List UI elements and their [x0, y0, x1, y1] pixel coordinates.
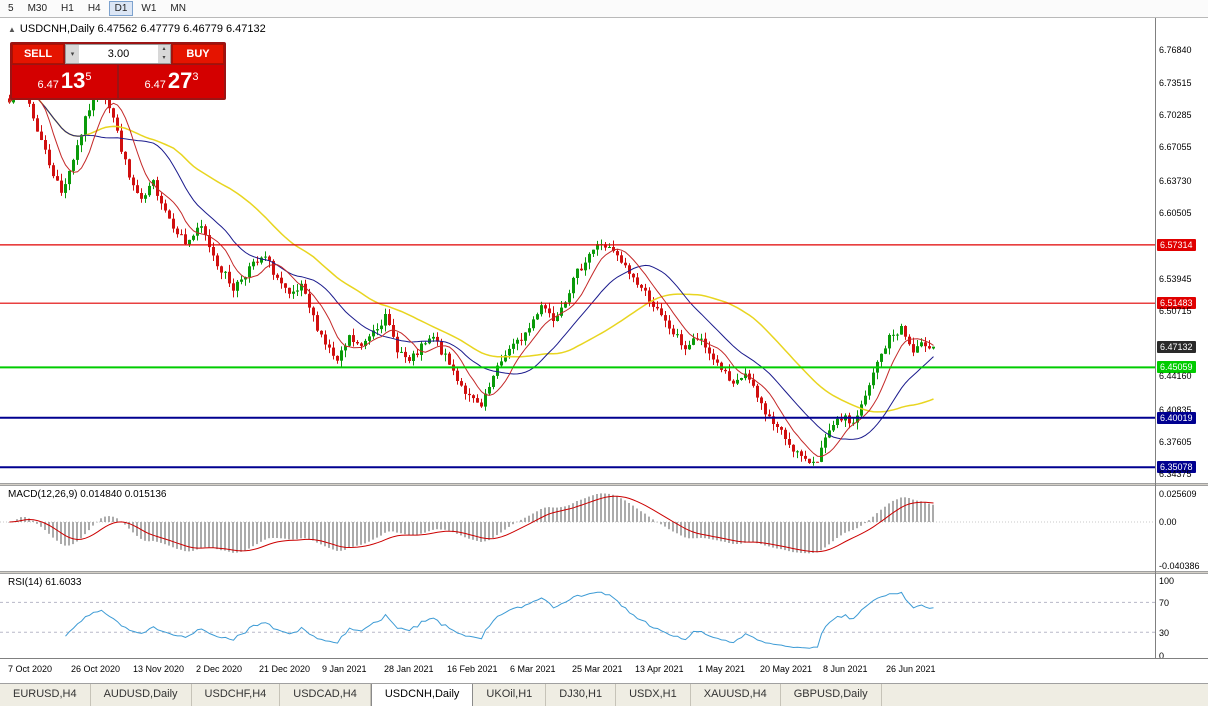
price-axis-label: 6.63730: [1159, 176, 1192, 186]
date-axis-label: 26 Jun 2021: [886, 664, 936, 674]
date-axis-label: 16 Feb 2021: [447, 664, 498, 674]
macd-chart: [0, 493, 1155, 554]
chart-tab-gbpusd[interactable]: GBPUSD,Daily: [781, 684, 882, 706]
chart-tab-bar: EURUSD,H4 AUDUSD,Daily USDCHF,H4 USDCAD,H4 U…: [0, 683, 1208, 706]
price-axis-label: 6.73515: [1159, 78, 1192, 88]
timeframe-toolbar: 5 M30 H1 H4 D1 W1 MN: [0, 0, 1208, 18]
price-axis-label: 6.44160: [1159, 371, 1192, 381]
price-level-badge: 6.51483: [1157, 297, 1196, 309]
price-axis: 6.76840 6.73515 6.70285 6.67055 6.63730 6.605…: [1156, 18, 1208, 483]
macd-label: MACD(12,26,9) 0.014840 0.015136: [8, 489, 167, 500]
sell-price-pips: 13: [60, 68, 86, 93]
date-axis-label: 26 Oct 2020: [71, 664, 121, 674]
timeframe-button-h4[interactable]: H4: [82, 1, 107, 16]
panel-splitter[interactable]: [0, 571, 1208, 574]
price-axis-label: 6.34375: [1159, 469, 1192, 479]
chart-tab-usdchf[interactable]: USDCHF,H4: [192, 684, 281, 706]
price-axis-label: 6.40835: [1159, 405, 1192, 415]
price-axis-label: 6.67055: [1159, 142, 1192, 152]
main-chart-panel[interactable]: ▲ USDCNH,Daily 6.47562 6.47779 6.46779 6.…: [0, 18, 1155, 483]
rsi-axis-label: 100: [1159, 576, 1175, 586]
price-level-badge: 6.40019: [1157, 412, 1196, 424]
date-axis-label: 7 Oct 2020: [8, 664, 53, 674]
symbol-ohlc-text: USDCNH,Daily 6.47562 6.47779 6.46779 6.4…: [19, 23, 266, 35]
volume-input[interactable]: [79, 45, 158, 63]
buy-price-display[interactable]: 6.47 27 3: [119, 65, 224, 98]
rsi-axis: 100 70 30 0: [1156, 574, 1208, 658]
rsi-label: RSI(14) 61.6033: [8, 577, 82, 588]
timeframe-button-5[interactable]: 5: [2, 1, 20, 16]
timeframe-button-d1[interactable]: D1: [108, 1, 134, 16]
rsi-indicator-panel[interactable]: RSI(14) 61.6033: [0, 574, 1155, 658]
current-price-badge: 6.47132: [1157, 341, 1196, 353]
buy-price-base: 6.47: [144, 79, 166, 91]
chart-tab-xauusd[interactable]: XAUUSD,H4: [691, 684, 781, 706]
price-level-badge: 6.57314: [1157, 239, 1196, 251]
macd-indicator-panel[interactable]: MACD(12,26,9) 0.014840 0.015136: [0, 486, 1155, 571]
macd-axis-label: -0.040386: [1159, 561, 1200, 571]
sell-price-pipette: 5: [85, 71, 92, 83]
date-axis-label: 28 Jan 2021: [384, 664, 434, 674]
price-axis-label: 6.50715: [1159, 306, 1192, 316]
date-axis-label: 9 Jan 2021: [322, 664, 367, 674]
date-axis-label: 1 May 2021: [698, 664, 746, 674]
date-axis-label: 6 Mar 2021: [510, 664, 556, 674]
price-axis-label: 6.53945: [1159, 274, 1192, 284]
price-axis-label: 6.70285: [1159, 110, 1192, 120]
timeframe-button-h1[interactable]: H1: [55, 1, 80, 16]
price-axis-border: [1155, 18, 1156, 658]
chart-tab-usdcad[interactable]: USDCAD,H4: [280, 684, 371, 706]
timeframe-button-m30[interactable]: M30: [22, 1, 53, 16]
candlestick-chart[interactable]: [0, 18, 1155, 483]
timeframe-button-w1[interactable]: W1: [135, 1, 162, 16]
date-axis-label: 25 Mar 2021: [572, 664, 623, 674]
date-axis: 7 Oct 2020 26 Oct 2020 13 Nov 2020 2 Dec 20…: [0, 658, 1208, 683]
chart-tab-dj30[interactable]: DJ30,H1: [546, 684, 617, 706]
timeframe-button-mn[interactable]: MN: [164, 1, 192, 16]
price-level-badge: 6.35078: [1157, 461, 1196, 473]
price-axis-label: 6.60505: [1159, 208, 1192, 218]
date-axis-label: 8 Jun 2021: [823, 664, 868, 674]
date-axis-label: 13 Apr 2021: [635, 664, 684, 674]
spin-up-icon[interactable]: ▴: [162, 46, 166, 52]
macd-axis-label: 0.025609: [1159, 489, 1197, 499]
volume-control: ▾ ▴▾: [65, 44, 171, 64]
chart-tab-ukoil[interactable]: UKOil,H1: [473, 684, 547, 706]
chart-tab-eurusd[interactable]: EURUSD,H4: [0, 684, 91, 706]
price-axis-label: 6.76840: [1159, 45, 1192, 55]
spin-down-icon[interactable]: ▾: [162, 55, 166, 61]
buy-price-pips: 27: [167, 68, 193, 93]
chart-tab-audusd[interactable]: AUDUSD,Daily: [91, 684, 192, 706]
rsi-axis-label: 30: [1159, 628, 1170, 638]
buy-button[interactable]: BUY: [172, 44, 224, 64]
date-axis-label: 20 May 2021: [760, 664, 813, 674]
buy-price-pipette: 3: [192, 71, 199, 83]
macd-axis: 0.025609 0.00 -0.040386: [1156, 486, 1208, 571]
rsi-axis-label: 0: [1159, 651, 1165, 658]
volume-dropdown-icon[interactable]: ▾: [66, 45, 79, 63]
chart-tab-usdx[interactable]: USDX,H1: [616, 684, 691, 706]
date-axis-label: 21 Dec 2020: [259, 664, 311, 674]
rsi-axis-label: 70: [1159, 598, 1170, 608]
macd-axis-label: 0.00: [1159, 517, 1177, 527]
chart-title: ▲ USDCNH,Daily 6.47562 6.47779 6.46779 6.…: [8, 23, 266, 35]
panel-splitter[interactable]: [0, 483, 1208, 486]
rsi-chart: [0, 591, 1155, 649]
chart-tab-usdcnh[interactable]: USDCNH,Daily: [370, 684, 474, 706]
sell-price-display[interactable]: 6.47 13 5: [12, 65, 117, 98]
date-axis-label: 13 Nov 2020: [133, 664, 185, 674]
sell-price-base: 6.47: [37, 79, 59, 91]
sell-button[interactable]: SELL: [12, 44, 64, 64]
price-level-badge: 6.45059: [1157, 361, 1196, 373]
date-axis-label: 2 Dec 2020: [196, 664, 243, 674]
volume-spinner: ▴ ▾: [158, 45, 170, 63]
collapse-panel-icon[interactable]: ▲: [8, 25, 16, 34]
price-axis-label: 6.37605: [1159, 437, 1192, 447]
